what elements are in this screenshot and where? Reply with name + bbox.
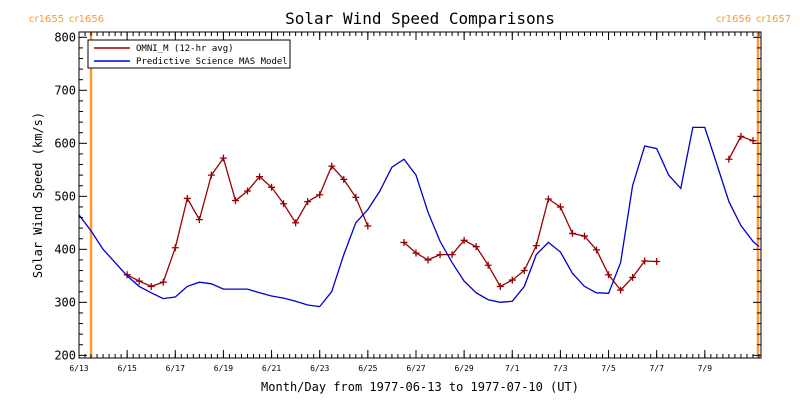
- omni-data-point: [749, 137, 757, 145]
- y-tick-label: 200: [54, 348, 76, 362]
- omni-data-point: [340, 175, 348, 183]
- x-tick-label: 7/5: [601, 364, 616, 373]
- plot-frame: [78, 31, 762, 359]
- omni-data-point: [520, 267, 528, 275]
- omni-data-point: [123, 271, 131, 279]
- omni-data-point: [147, 282, 155, 290]
- omni-data-point: [544, 195, 552, 203]
- omni-data-point: [159, 278, 167, 286]
- omni-data-point: [472, 243, 480, 251]
- x-tick-label: 6/19: [214, 364, 233, 373]
- omni-data-point: [280, 200, 288, 208]
- x-tick-label: 6/29: [454, 364, 473, 373]
- omni-data-point: [448, 251, 456, 259]
- cr-right-label-1: cr1656: [716, 14, 751, 25]
- x-tick-label: 6/13: [69, 364, 88, 373]
- x-tick-label: 7/9: [698, 364, 713, 373]
- omni-data-point: [135, 277, 143, 285]
- x-tick-label: 7/1: [505, 364, 520, 373]
- omni-data-point: [219, 154, 227, 162]
- omni-data-point: [195, 216, 203, 224]
- x-tick-label: 7/3: [553, 364, 568, 373]
- x-tick-label: 6/23: [310, 364, 329, 373]
- omni-data-point: [496, 282, 504, 290]
- omni-data-point: [436, 251, 444, 259]
- omni-data-point: [412, 249, 420, 257]
- omni-data-point: [171, 244, 179, 252]
- y-tick-label: 500: [54, 189, 76, 203]
- omni-data-point: [243, 187, 251, 195]
- omni-data-point: [328, 162, 336, 170]
- omni-data-point: [304, 198, 312, 206]
- x-axis-label: Month/Day from 1977-06-13 to 1977-07-10 …: [261, 380, 579, 394]
- omni-data-point: [460, 236, 468, 244]
- omni-data-point: [568, 229, 576, 237]
- omni-data-point: [292, 219, 300, 227]
- x-tick-label: 7/7: [649, 364, 664, 373]
- y-tick-label: 600: [54, 136, 76, 150]
- omni-data-point: [352, 193, 360, 201]
- omni-data-point: [316, 191, 324, 199]
- omni-series-line: [126, 156, 369, 288]
- y-tick-label: 800: [54, 30, 76, 44]
- omni-data-point: [532, 242, 540, 250]
- omni-data-point: [593, 246, 601, 254]
- omni-data-point: [737, 132, 745, 140]
- omni-data-point: [641, 257, 649, 265]
- x-tick-label: 6/21: [262, 364, 281, 373]
- omni-data-point: [484, 261, 492, 269]
- omni-data-point: [617, 286, 625, 294]
- omni-data-point: [268, 183, 276, 191]
- omni-data-point: [653, 258, 661, 266]
- omni-data-point: [364, 222, 372, 230]
- omni-data-point: [231, 197, 239, 205]
- y-tick-label: 700: [54, 83, 76, 97]
- x-tick-label: 6/15: [118, 364, 137, 373]
- legend-box: [87, 39, 291, 69]
- omni-data-point: [629, 273, 637, 281]
- y-tick-label: 300: [54, 295, 76, 309]
- omni-data-point: [580, 232, 588, 240]
- x-tick-label: 6/25: [358, 364, 377, 373]
- omni-data-point: [725, 155, 733, 163]
- y-axis-label: Solar Wind Speed (km/s): [31, 112, 45, 278]
- omni-series-line: [403, 197, 657, 292]
- y-tick-label: 400: [54, 242, 76, 256]
- omni-data-point: [183, 194, 191, 202]
- legend-label-mas: Predictive Science MAS Model: [136, 57, 288, 67]
- x-tick-label: 6/27: [406, 364, 425, 373]
- omni-data-point: [508, 276, 516, 284]
- cr-left-label-2: cr1656: [69, 14, 104, 25]
- omni-data-point: [256, 173, 264, 181]
- x-tick-label: 6/17: [166, 364, 185, 373]
- chart-title: Solar Wind Speed Comparisons: [285, 9, 555, 28]
- mas-model-line: [78, 126, 760, 308]
- omni-data-point: [605, 271, 613, 279]
- omni-data-point: [424, 256, 432, 264]
- omni-data-point: [400, 238, 408, 246]
- omni-data-point: [207, 171, 215, 179]
- legend-label-omni: OMNI_M (12-hr avg): [136, 44, 234, 54]
- legend: OMNI_M (12-hr avg) Predictive Science MA…: [87, 39, 291, 69]
- cr-right-label-2: cr1657: [756, 14, 791, 25]
- omni-data-point: [556, 203, 564, 211]
- cr-left-label-1: cr1655: [29, 14, 64, 25]
